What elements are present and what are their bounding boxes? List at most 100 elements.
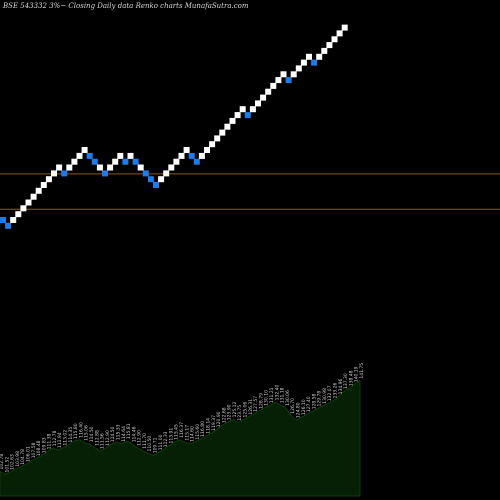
renko-brick (56, 164, 63, 171)
renko-brick (76, 152, 83, 159)
renko-brick (244, 112, 251, 119)
volume-label: 122.68 (221, 407, 227, 423)
chart-title: BSE 543332 3%~ Closing Daily data Renko … (3, 2, 249, 10)
renko-brick (234, 112, 241, 119)
volume-label: 114.35 (68, 427, 74, 443)
volume-label: 115.60 (195, 424, 201, 440)
renko-brick (265, 88, 272, 95)
renko-brick (86, 152, 93, 159)
renko-brick (40, 182, 47, 188)
volume-label: 140.19 (354, 366, 360, 382)
renko-brick (71, 158, 78, 165)
renko-brick (81, 147, 88, 153)
volume-label: 123.75 (237, 405, 243, 421)
renko-brick (183, 147, 190, 153)
renko-brick (158, 176, 165, 183)
volume-label: 103.98 (15, 451, 21, 467)
volume-label: 126.10 (301, 399, 307, 415)
volume-label: 131.18 (280, 387, 286, 403)
volume-label: 104.78 (20, 449, 26, 465)
renko-brick (306, 53, 312, 60)
renko-brick (209, 141, 216, 148)
volume-label: 106.01 (26, 446, 32, 462)
reference-lines (0, 173, 500, 210)
renko-brick (10, 217, 17, 223)
renko-brick (326, 42, 333, 49)
renko-brick (66, 164, 73, 171)
volume-label: 132.07 (327, 385, 333, 401)
volume-label: 112.78 (52, 430, 58, 446)
renko-brick (91, 158, 98, 165)
volume-label: 125.12 (232, 402, 238, 418)
volume-label: 115.80 (73, 423, 79, 439)
volume-label: 118.14 (206, 418, 212, 434)
renko-brick (25, 199, 32, 206)
renko-brick (112, 158, 119, 165)
renko-brick (5, 222, 12, 229)
volume-label: 128.58 (311, 393, 317, 409)
volume-label: 112.90 (105, 430, 111, 446)
volume-label: 113.91 (168, 428, 174, 444)
volume-label: 111.00 (158, 434, 164, 450)
volume-label: 131.21 (269, 387, 275, 403)
renko-brick (219, 129, 226, 136)
volume-label: 120.90 (216, 411, 222, 427)
renko-brick (214, 135, 221, 142)
volume-label: 124.80 (296, 402, 302, 418)
volume-label: 119.37 (211, 415, 217, 431)
renko-brick (107, 164, 114, 171)
volume-label: 115.45 (174, 424, 180, 440)
renko-brick (30, 193, 37, 200)
renko-brick (275, 77, 282, 84)
renko-brick (0, 217, 6, 223)
renko-brick (341, 24, 348, 31)
renko-bricks (0, 24, 348, 229)
renko-brick (35, 187, 42, 194)
renko-brick (15, 211, 22, 218)
volume-label: 115.06 (84, 425, 90, 441)
volume-label: 101.52 (4, 457, 10, 473)
volume-area (0, 379, 361, 497)
volume-label: 115.81 (126, 423, 132, 439)
volume-label: 111.56 (100, 433, 106, 449)
renko-brick (51, 170, 57, 177)
renko-brick (331, 36, 338, 43)
volume-label: 114.50 (110, 426, 116, 442)
renko-brick (102, 170, 108, 177)
renko-brick (122, 158, 129, 165)
volume-label: 114.50 (89, 426, 95, 442)
volume-label: 130.10 (264, 390, 270, 406)
renko-brick (153, 182, 159, 188)
volume-label: 111.70 (142, 433, 148, 449)
volume-label: 114.60 (190, 426, 196, 442)
renko-brick (193, 158, 200, 165)
volume-label: 112.33 (163, 431, 169, 447)
volume-label: 115.17 (184, 425, 190, 441)
volume-label: 110.50 (147, 436, 153, 452)
volume-label: 130.98 (322, 388, 328, 404)
renko-brick (321, 47, 328, 54)
renko-brick (249, 106, 256, 113)
renko-brick (127, 152, 134, 159)
renko-brick (142, 170, 149, 177)
renko-brick (132, 158, 139, 165)
renko-brick (163, 170, 170, 177)
renko-brick (300, 59, 307, 66)
renko-brick (336, 30, 343, 37)
volume-label: 116.37 (179, 422, 185, 438)
renko-brick (280, 71, 287, 78)
volume-label: 138.48 (348, 370, 354, 386)
volume-label: 126.31 (248, 399, 254, 415)
volume-label: 129.78 (317, 391, 323, 407)
volume-label: 141.75 (359, 363, 365, 379)
volume-area-fill (0, 379, 361, 497)
volume-label: 127.40 (306, 396, 312, 412)
volume-label: 109.71 (153, 437, 159, 453)
volume-label: 116.80 (200, 421, 206, 437)
volume-label: 126.70 (290, 398, 296, 414)
volume-label: 127.57 (253, 396, 259, 412)
volume-label: 114.46 (131, 426, 137, 442)
volume-label: 114.64 (121, 426, 127, 442)
